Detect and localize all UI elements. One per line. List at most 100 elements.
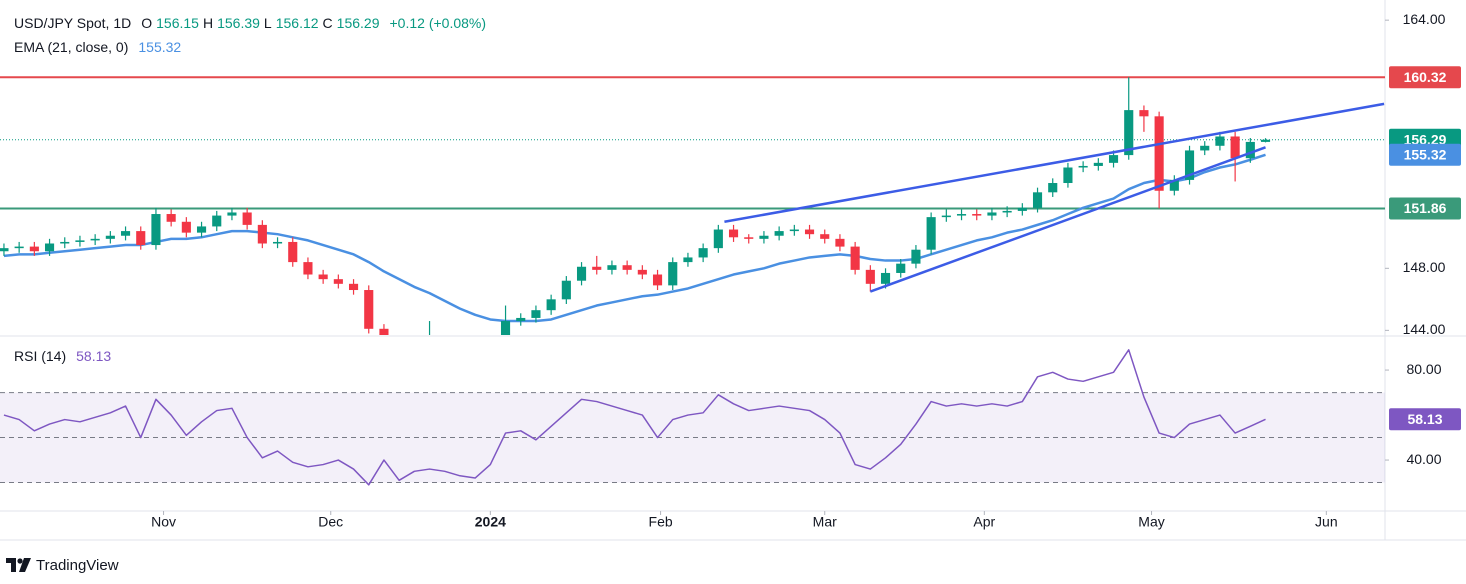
candle-body [348,283,359,291]
candle-body [181,221,191,233]
candle-body [120,231,131,236]
level-box [1389,197,1461,220]
candle-body [44,243,55,252]
candle-body [637,269,647,275]
rsi-y-tick-label: 80.00 [1406,361,1441,377]
price-legend: USD/JPY Spot, 1D O 156.15 H 156.39 L 156.12 C 15… [14,15,486,31]
y-tick-label: 148.00 [1403,259,1446,275]
candle-body [1108,155,1119,163]
candle-body [395,346,404,349]
candle-body [455,368,464,374]
ohlc-key: C [322,15,333,31]
candle-body [1002,210,1012,213]
candle-body [0,248,9,252]
candle-body [471,374,480,377]
candle-body [804,229,815,235]
candle-body [1215,136,1225,146]
rsi-pane [0,349,1385,486]
candle-body [14,246,24,249]
candle-body [318,274,328,280]
candle-body [789,229,799,232]
candle-body [151,214,161,246]
candle-body [987,212,997,216]
candle-body [744,237,754,239]
ema-value-label: 155.32 [1404,146,1447,162]
candle-body [698,248,708,258]
candle-body [546,299,556,311]
candle-body [440,355,449,367]
candle-body [1260,139,1271,142]
candle-body [774,231,784,236]
candle-body [668,262,678,286]
tradingview-logo [6,558,31,572]
candle-body [242,212,252,225]
candle-body [486,347,495,376]
candle-body [105,235,115,239]
rsi-value-label: 58.13 [1407,411,1442,427]
rsi-value-box [1389,408,1461,431]
x-tick-label: Nov [151,514,176,530]
ema-value-box [1389,143,1461,166]
candle-body [90,238,100,241]
candle-body [1078,165,1088,168]
candle-body [1169,179,1179,191]
candle-body [333,279,343,284]
candle-body [1139,110,1149,117]
candle-body [972,214,982,216]
candle-body [531,310,541,318]
candle-body [880,272,891,284]
candle-body [364,290,374,329]
x-tick-label: Dec [318,514,343,530]
x-tick-label: 2024 [475,514,506,530]
candle-body [257,224,267,244]
candle-body [1200,145,1210,151]
ohlc-value: 156.15 [156,15,199,31]
candle-body [29,246,39,252]
ema-line [3,153,1266,323]
rsi-name: RSI (14) [14,348,67,364]
candle-body [212,215,222,227]
ohlc-value: 156.29 [336,15,380,31]
y-tick-label: 144.00 [1403,321,1446,337]
ema-name: EMA (21, close, 0) [14,39,129,55]
candle-body [713,229,723,249]
brand-name: TradingView [36,557,119,574]
candle-body [896,263,906,273]
candle-body [850,246,860,270]
y-tick-label: 164.00 [1403,11,1446,27]
ema-value: 155.32 [138,39,182,55]
candle-body [1245,141,1255,159]
level-box [1389,66,1461,89]
candle-body [911,249,921,264]
candle-body [1063,167,1073,184]
candle-body [379,328,389,335]
candle-body [728,229,739,238]
rsi-legend: RSI (14) 58.13 [14,348,111,364]
candle-body [1184,150,1195,180]
ohlc-value: 156.39 [217,15,260,31]
ema-legend: EMA (21, close, 0) 155.32 [14,39,181,55]
chart-title: USD/JPY Spot, 1D [14,15,132,31]
candle-body [652,274,663,286]
candle-body [941,215,951,218]
candle-body [1230,136,1240,159]
candle-body [60,241,70,244]
x-tick-label: May [1138,514,1164,530]
candle-body [622,265,632,270]
candle-body [272,241,283,244]
candle-body [1124,110,1134,156]
rsi-y-tick-label: 40.00 [1406,451,1441,467]
candle-body [956,214,967,216]
candle-body [516,317,526,322]
candle-body [227,212,237,216]
candle-body [75,240,85,242]
candle-body [926,217,936,250]
ohlc-key: L [263,15,272,31]
candle-body [1032,192,1043,208]
candle-body [500,321,511,335]
x-tick-label: Mar [813,514,837,530]
rsi-value: 58.13 [76,348,112,364]
last-price-label: 156.29 [1404,131,1447,147]
candle-body [683,257,693,263]
